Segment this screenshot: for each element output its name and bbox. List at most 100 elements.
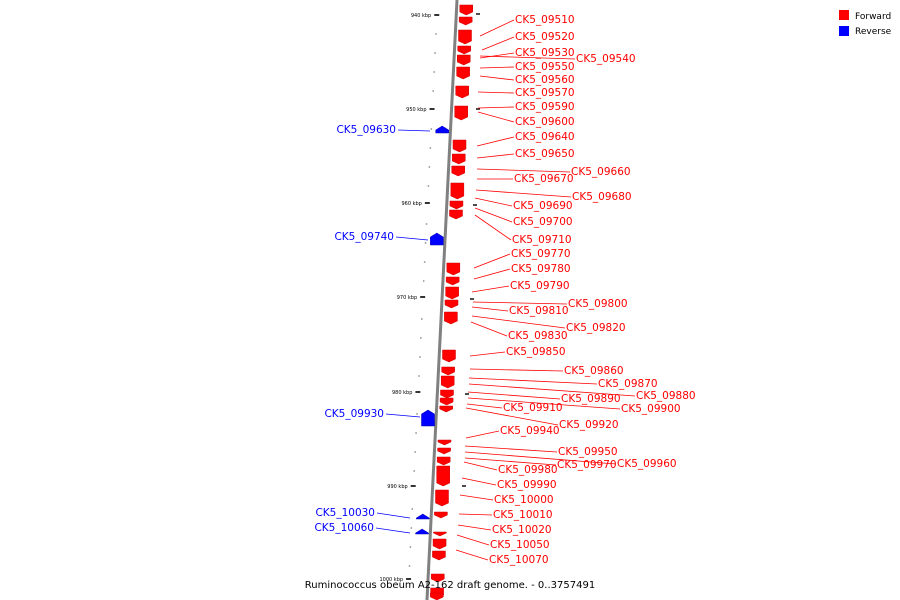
- leader-line: [468, 383, 636, 397]
- leader-line: [474, 214, 512, 241]
- leader-line: [459, 494, 494, 501]
- gene-label-ck5_09790[interactable]: CK5_09790: [471, 280, 570, 293]
- tick-label: 1000 kbp: [379, 577, 403, 583]
- gene-label-text: CK5_09830: [508, 330, 568, 342]
- gene-label-ck5_09960[interactable]: CK5_09960: [464, 451, 677, 470]
- leader-line: [467, 397, 621, 410]
- gene-label-ck5_09530[interactable]: CK5_09530: [479, 47, 575, 59]
- gene-label-ck5_09690[interactable]: CK5_09690: [474, 197, 573, 212]
- gene-label-text: CK5_10030: [315, 507, 375, 519]
- gene-blocks: [415, 4, 480, 600]
- gene-label-ck5_09970[interactable]: CK5_09970: [464, 457, 617, 471]
- gene-label-ck5_09900[interactable]: CK5_09900: [467, 397, 681, 415]
- gene-label-ck5_09860[interactable]: CK5_09860: [469, 365, 624, 377]
- gene-label-ck5_09740[interactable]: CK5_09740: [334, 231, 429, 243]
- leader-line: [375, 527, 411, 534]
- tick-label: 970 kbp: [397, 295, 417, 301]
- gene-label-ck5_09940[interactable]: CK5_09940: [465, 425, 560, 439]
- reverse-gene-block: [430, 232, 444, 246]
- gene-label-ck5_09570[interactable]: CK5_09570: [477, 87, 575, 99]
- leader-line: [397, 129, 431, 132]
- forward-gene-block: [442, 349, 456, 363]
- gene-label-ck5_09710[interactable]: CK5_09710: [474, 214, 572, 246]
- gene-label-ck5_09680[interactable]: CK5_09680: [475, 189, 632, 203]
- leader-line: [476, 168, 571, 173]
- tick-label: 940 kbp: [411, 13, 431, 19]
- gene-label-ck5_09660[interactable]: CK5_09660: [476, 166, 631, 178]
- gene-label-text: CK5_09780: [511, 263, 571, 275]
- gene-label-text: CK5_09680: [572, 191, 632, 203]
- forward-gene-block: [431, 573, 445, 583]
- gene-label-ck5_09830[interactable]: CK5_09830: [470, 321, 568, 342]
- leader-line: [472, 301, 568, 305]
- gene-label-text: CK5_09820: [566, 322, 626, 334]
- gene-label-ck5_10000[interactable]: CK5_10000: [459, 494, 554, 506]
- gene-label-text: CK5_09570: [515, 87, 575, 99]
- genome-backbone: [425, 0, 459, 600]
- gene-label-ck5_09510[interactable]: CK5_09510: [479, 14, 575, 37]
- gene-label-ck5_09630[interactable]: CK5_09630: [336, 124, 431, 136]
- gene-label-ck5_09980[interactable]: CK5_09980: [463, 461, 558, 476]
- gene-label-ck5_09670[interactable]: CK5_09670: [477, 173, 574, 185]
- gene-label-ck5_09640[interactable]: CK5_09640: [476, 131, 575, 147]
- gene-label-text: CK5_09910: [503, 402, 563, 414]
- tick-label: 960 kbp: [401, 201, 421, 207]
- leader-line: [464, 457, 557, 466]
- leader-line: [455, 549, 489, 561]
- gene-label-ck5_10010[interactable]: CK5_10010: [458, 509, 553, 521]
- gene-label-text: CK5_09900: [621, 403, 681, 415]
- gene-label-ck5_09930[interactable]: CK5_09930: [324, 408, 421, 420]
- gene-label-ck5_10020[interactable]: CK5_10020: [457, 524, 552, 536]
- leader-line: [479, 19, 515, 37]
- gene-label-text: CK5_09600: [515, 116, 575, 128]
- gene-label-ck5_10050[interactable]: CK5_10050: [456, 534, 550, 551]
- gene-label-ck5_10030[interactable]: CK5_10030: [315, 507, 411, 519]
- leader-line: [474, 197, 513, 207]
- forward-gene-block: [437, 447, 451, 455]
- gene-label-ck5_09920[interactable]: CK5_09920: [465, 407, 619, 431]
- gene-label-ck5_09990[interactable]: CK5_09990: [461, 477, 557, 491]
- gene-label-ck5_09870[interactable]: CK5_09870: [468, 377, 658, 390]
- leader-line: [481, 36, 515, 51]
- gene-label-ck5_09590[interactable]: CK5_09590: [477, 101, 575, 113]
- gene-label-ck5_09810[interactable]: CK5_09810: [471, 305, 569, 317]
- gene-label-ck5_09770[interactable]: CK5_09770: [473, 248, 571, 269]
- gene-label-text: CK5_09920: [559, 419, 619, 431]
- gene-label-ck5_09650[interactable]: CK5_09650: [476, 148, 575, 160]
- gene-label-ck5_09600[interactable]: CK5_09600: [477, 111, 575, 128]
- leader-line: [474, 207, 513, 223]
- gene-label-ck5_09560[interactable]: CK5_09560: [479, 74, 575, 86]
- gene-label-ck5_10060[interactable]: CK5_10060: [314, 522, 411, 534]
- gene-label-ck5_09880[interactable]: CK5_09880: [468, 383, 696, 402]
- forward-gene-block: [457, 45, 471, 55]
- leader-line: [479, 66, 515, 69]
- gene-label-ck5_09780[interactable]: CK5_09780: [473, 263, 571, 280]
- gene-label-ck5_09910[interactable]: CK5_09910: [466, 402, 563, 414]
- gene-label-ck5_09700[interactable]: CK5_09700: [474, 207, 573, 228]
- gene-label-ck5_09520[interactable]: CK5_09520: [481, 31, 575, 51]
- gene-label-ck5_09550[interactable]: CK5_09550: [479, 61, 575, 73]
- forward-gene-block: [450, 182, 465, 200]
- forward-gene-block: [458, 16, 473, 26]
- strand-legend: Forward Reverse: [839, 10, 892, 37]
- gene-label-ck5_09890[interactable]: CK5_09890: [467, 391, 621, 405]
- leader-line: [463, 461, 498, 471]
- gene-label-ck5_09850[interactable]: CK5_09850: [469, 346, 566, 358]
- tick-label: 980 kbp: [392, 390, 412, 396]
- forward-gene-block: [459, 4, 473, 16]
- legend-swatch-forward: [839, 10, 849, 20]
- gene-label-text: CK5_09510: [515, 14, 575, 26]
- forward-gene-block: [441, 366, 455, 376]
- gene-label-ck5_09540[interactable]: CK5_09540: [479, 53, 636, 65]
- gene-label-text: CK5_09980: [498, 464, 558, 476]
- forward-gene-block: [454, 105, 468, 121]
- gene-label-ck5_09950[interactable]: CK5_09950: [464, 445, 618, 458]
- gene-label-ck5_09800[interactable]: CK5_09800: [472, 298, 628, 310]
- leader-line: [456, 534, 490, 546]
- gene-label-ck5_10070[interactable]: CK5_10070: [455, 549, 549, 566]
- gene-label-text: CK5_09590: [515, 101, 575, 113]
- gene-label-ck5_09820[interactable]: CK5_09820: [471, 315, 626, 334]
- leader-line: [470, 321, 508, 337]
